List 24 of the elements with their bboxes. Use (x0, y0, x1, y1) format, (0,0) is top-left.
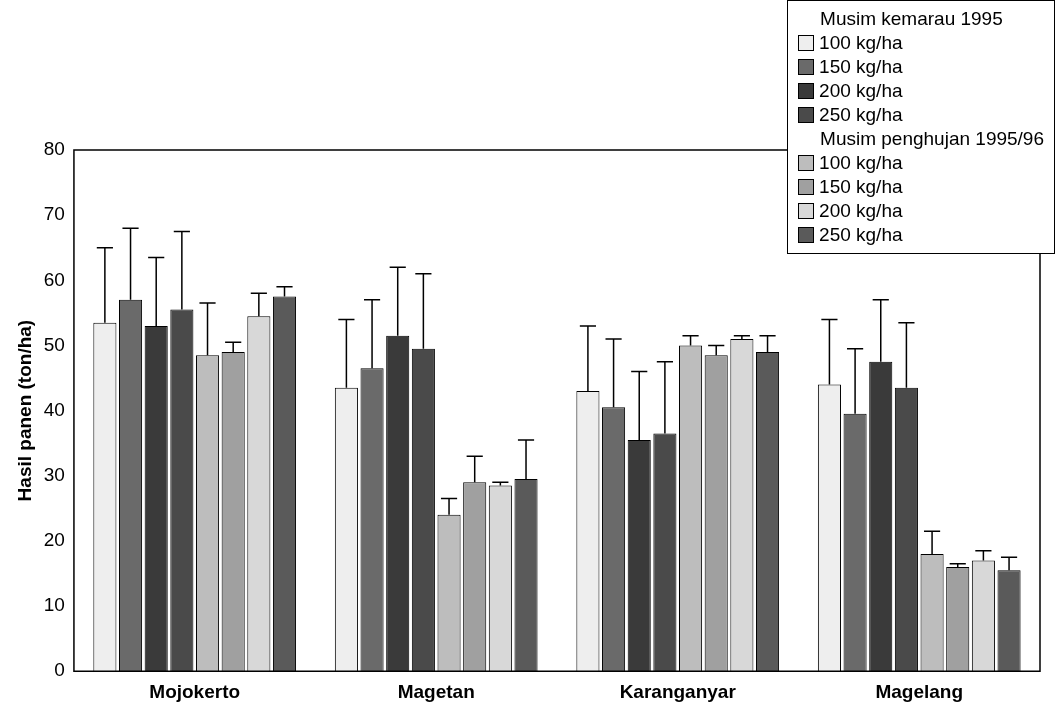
legend-label: 250 kg/ha (819, 223, 903, 247)
y-tick-label: 20 (43, 529, 65, 551)
legend-label: 250 kg/ha (819, 103, 903, 127)
y-tick-label: 10 (43, 594, 65, 616)
text: Musim penghujan 1995/96 (819, 127, 1044, 151)
y-tick-label: 60 (43, 268, 65, 290)
legend-label: 100 kg/ha (819, 151, 903, 175)
x-tick-label: Mojokerto (149, 680, 241, 702)
y-tick-label: 80 (43, 138, 65, 160)
y-tick-label: 40 (43, 398, 65, 420)
legend-label: 200 kg/ha (819, 199, 903, 223)
y-axis-title: Hasil panen (ton/ha) (13, 319, 35, 502)
y-tick-label: 30 (43, 463, 65, 485)
legend-label: 200 kg/ha (819, 79, 903, 103)
legend-label: 150 kg/ha (819, 55, 903, 79)
y-tick-label: 70 (43, 203, 65, 225)
y-tick-label: 50 (43, 333, 65, 355)
x-tick-label: Magetan (397, 680, 475, 702)
legend-label: 100 kg/ha (819, 31, 903, 55)
y-tick-label: 0 (54, 659, 65, 681)
x-tick-label: Magelang (875, 680, 964, 702)
legend-label: 150 kg/ha (819, 175, 903, 199)
text: Musim kemarau 1995 (819, 7, 1004, 31)
x-tick-label: Karanganyar (619, 680, 737, 702)
